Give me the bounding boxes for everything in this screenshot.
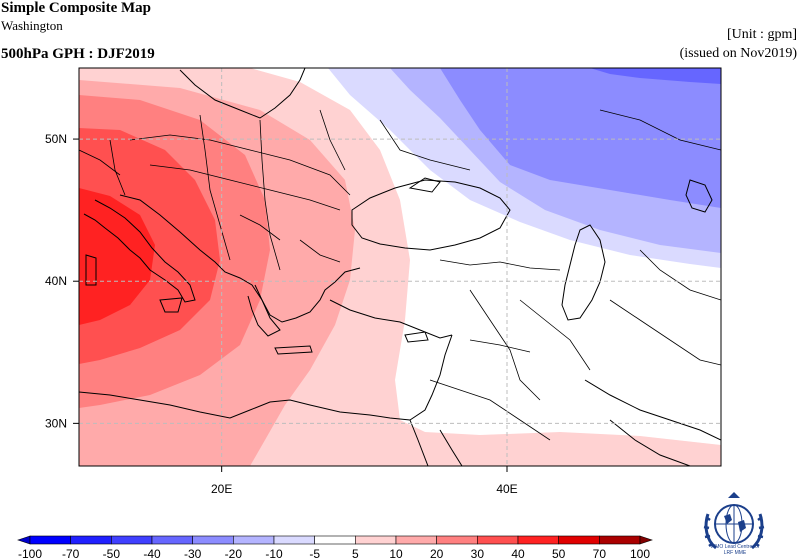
colorbar-swatch bbox=[517, 535, 559, 545]
red-sea-coastline bbox=[409, 419, 463, 466]
turkey-south-coastline bbox=[329, 299, 453, 339]
north-africa-coastline bbox=[79, 391, 411, 421]
cyprus-coastline bbox=[404, 331, 429, 343]
colorbar-swatch bbox=[558, 535, 600, 545]
greece-coastline bbox=[247, 284, 281, 337]
colorbar-label: 40 bbox=[511, 547, 525, 560]
colorbar-swatch bbox=[314, 535, 356, 545]
colorbar-swatch bbox=[639, 535, 653, 545]
tick-label-lat: 40N bbox=[45, 274, 67, 288]
aral-coastline bbox=[685, 179, 713, 213]
country-borders bbox=[79, 109, 721, 441]
map-frame bbox=[78, 67, 722, 467]
tick-label-lat: 30N bbox=[45, 416, 67, 430]
colorbar-label: -10 bbox=[265, 547, 283, 560]
page-title: Simple Composite Map bbox=[1, 0, 151, 16]
colorbar-label: 50 bbox=[552, 547, 566, 560]
colorbar-swatch bbox=[599, 535, 641, 545]
colorbar-label: -70 bbox=[62, 547, 80, 560]
colorbar-swatch bbox=[151, 535, 193, 545]
black-sea-coastline bbox=[351, 179, 511, 251]
colorbar-swatch bbox=[111, 535, 153, 545]
colorbar-label: -40 bbox=[143, 547, 161, 560]
colorbar-label: 100 bbox=[630, 547, 650, 560]
colorbar-label: -20 bbox=[225, 547, 243, 560]
neg-anomaly-strong bbox=[440, 68, 721, 208]
colorbar-swatch bbox=[17, 535, 31, 545]
sardinia-coastline bbox=[85, 254, 97, 286]
tick-label-lat: 50N bbox=[45, 132, 67, 146]
page-subtitle: Washington bbox=[1, 18, 63, 33]
caspian-coastline bbox=[561, 224, 606, 321]
graticule bbox=[79, 68, 721, 466]
colorbar: -100 -70 -50 -40 -30 -20 -10 -5 5 10 20 30 40 50 70 100 bbox=[17, 535, 653, 560]
colorbar-swatch bbox=[29, 535, 71, 545]
coastlines bbox=[79, 68, 721, 466]
persian-gulf-coastline bbox=[584, 379, 721, 466]
variable-label: 500hPa GPH : DJF2019 bbox=[1, 46, 155, 62]
colorbar-label: 70 bbox=[593, 547, 607, 560]
anomaly-fill bbox=[79, 68, 721, 466]
colorbar-swatch bbox=[70, 535, 112, 545]
colorbar-label: 30 bbox=[471, 547, 485, 560]
levant-coastline bbox=[409, 334, 453, 421]
crimea-coastline bbox=[408, 177, 441, 193]
colorbar-swatch bbox=[273, 535, 315, 545]
colorbar-swatch bbox=[233, 535, 275, 545]
wmo-globe-logo bbox=[703, 492, 765, 550]
colorbar-swatch bbox=[395, 535, 437, 545]
colorbar-label: -100 bbox=[18, 547, 42, 560]
colorbar-swatch bbox=[355, 535, 397, 545]
tick-label-lon: 20E bbox=[211, 482, 232, 496]
colorbar-label: -50 bbox=[103, 547, 121, 560]
tick-label-lon: 40E bbox=[496, 482, 517, 496]
colorbar-label: -5 bbox=[309, 547, 320, 560]
colorbar-swatch bbox=[192, 535, 234, 545]
logo-caption: WMO Lead Centre for LRF MME bbox=[710, 544, 760, 556]
axis-ticks: 20E 40E 30N 40N 50N bbox=[45, 132, 518, 496]
colorbar-label: 20 bbox=[430, 547, 444, 560]
sicily-coastline bbox=[159, 297, 183, 313]
colorbar-label: 5 bbox=[352, 547, 359, 560]
colorbar-label: -30 bbox=[184, 547, 202, 560]
baltic-coastline bbox=[179, 68, 306, 119]
issued-label: (issued on Nov2019) bbox=[679, 46, 797, 61]
italy-coastline bbox=[83, 199, 196, 303]
colorbar-label: 10 bbox=[389, 547, 403, 560]
colorbar-swatch bbox=[436, 535, 478, 545]
crete-coastline bbox=[274, 345, 313, 355]
colorbar-swatch bbox=[477, 535, 519, 545]
neg-anomaly-core bbox=[590, 68, 721, 84]
unit-label: [Unit : gpm] bbox=[727, 27, 797, 42]
